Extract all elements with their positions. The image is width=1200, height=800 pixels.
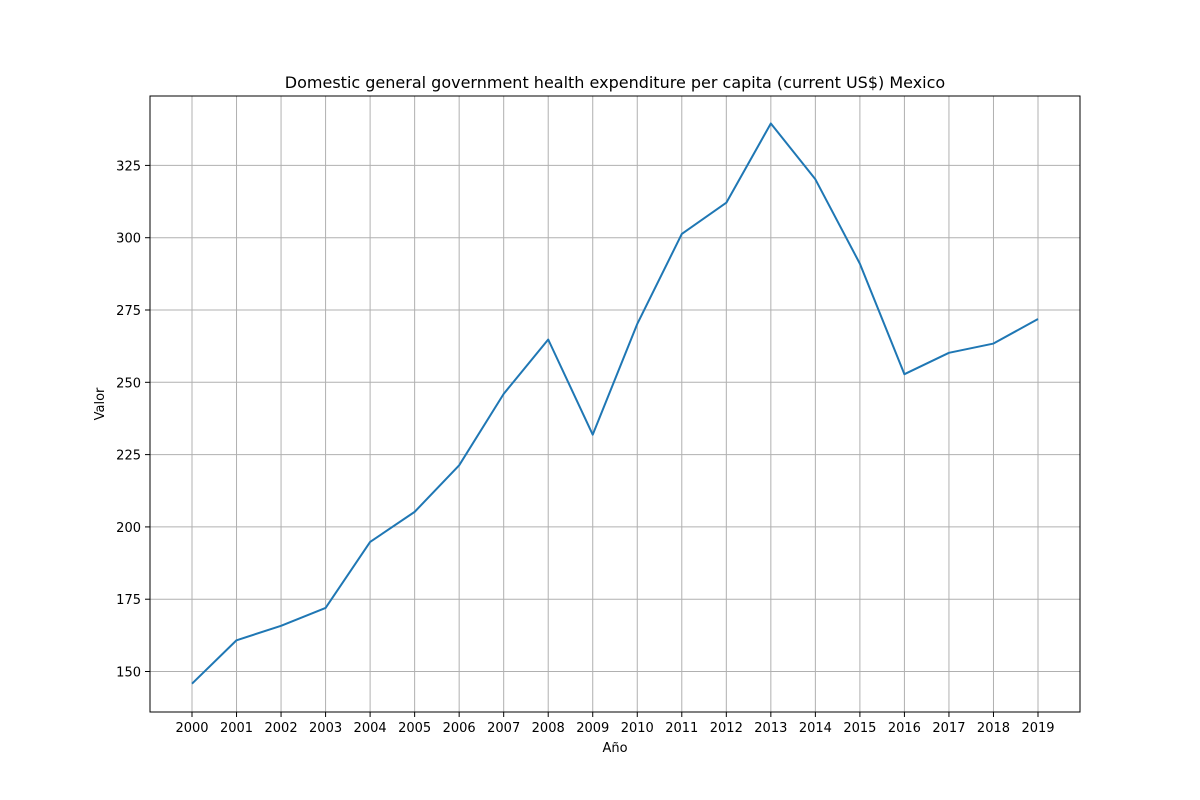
series-layer <box>191 122 1039 685</box>
x-tick-label: 2007 <box>487 721 520 736</box>
x-tick-label: 2010 <box>621 721 654 736</box>
x-tick-label: 2012 <box>710 721 743 736</box>
x-tick-label: 2019 <box>1021 721 1054 736</box>
x-tick-label: 2017 <box>932 721 965 736</box>
x-tick-label: 2013 <box>754 721 787 736</box>
axis-ticks: 2000 2001 2002 2003 2004 2005 2006 2007 2008 2009… <box>116 159 1054 736</box>
series-line <box>191 122 1039 685</box>
y-tick-label: 150 <box>116 666 141 681</box>
y-tick-label: 225 <box>116 449 141 464</box>
x-tick-label: 2016 <box>888 721 921 736</box>
x-tick-label: 2000 <box>175 721 208 736</box>
plot-frame <box>149 95 1081 713</box>
x-tick-label: 2009 <box>576 721 609 736</box>
y-axis-label: Valor <box>93 387 108 420</box>
grid-lines <box>150 96 1080 712</box>
y-tick-label: 325 <box>116 159 141 174</box>
y-tick-label: 175 <box>116 593 141 608</box>
x-tick-label: 2004 <box>354 721 387 736</box>
x-tick-label: 2014 <box>799 721 832 736</box>
x-axis-label: Año <box>602 741 627 756</box>
x-tick-label: 2011 <box>665 721 698 736</box>
y-tick-label: 200 <box>116 521 141 536</box>
x-tick-label: 2003 <box>309 721 342 736</box>
x-tick-label: 2018 <box>977 721 1010 736</box>
y-tick-label: 275 <box>116 304 141 319</box>
x-tick-label: 2015 <box>843 721 876 736</box>
chart-title: Domestic general government health expen… <box>285 73 945 92</box>
y-tick-label: 300 <box>116 232 141 247</box>
x-tick-label: 2005 <box>398 721 431 736</box>
x-tick-label: 2008 <box>532 721 565 736</box>
x-tick-label: 2002 <box>265 721 298 736</box>
x-tick-label: 2006 <box>443 721 476 736</box>
x-tick-label: 2001 <box>220 721 253 736</box>
y-tick-label: 250 <box>116 376 141 391</box>
